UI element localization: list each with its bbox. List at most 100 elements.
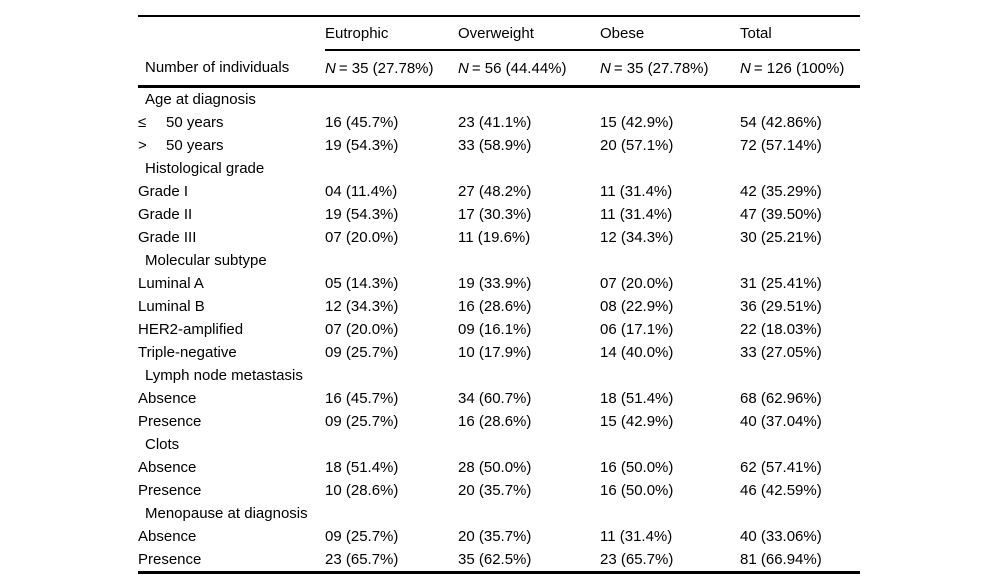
data-cell: 11 (31.4%): [600, 183, 673, 200]
data-cell: 72 (57.14%): [740, 137, 822, 154]
n-count-value: = 56 (44.44%): [471, 59, 567, 77]
data-cell: 47 (39.50%): [740, 206, 822, 223]
table-row: >50 years 19 (54.3%) 33 (58.9%) 20 (57.1%) 7…: [138, 134, 860, 157]
row-label-cell: HER2-amplified: [138, 318, 325, 341]
column-header-label: Overweight: [458, 24, 534, 42]
data-cell: 16 (50.0%): [600, 482, 674, 499]
data-cell: 10 (28.6%): [325, 482, 399, 499]
n-count-cell: N = 126 (100%): [740, 50, 860, 88]
column-header-overweight: Overweight: [458, 16, 600, 51]
row-label-cell: Absence: [138, 525, 325, 548]
data-cell: 40 (37.04%): [740, 413, 822, 430]
column-header-total: Total: [740, 16, 860, 51]
section-header-row-menopause-at-diagnosis: Menopause at diagnosis: [138, 502, 860, 525]
row-label: 50 years: [166, 137, 224, 154]
table-row: ≤50 years 16 (45.7%) 23 (41.1%) 15 (42.9%) 5…: [138, 111, 860, 134]
row-label: Grade I: [138, 183, 189, 200]
row-label-cell: ≤50 years: [138, 111, 325, 134]
data-cell: 09 (16.1%): [458, 321, 532, 338]
data-cell: 23 (65.7%): [325, 551, 399, 568]
n-count-value: = 35 (27.78%): [613, 59, 709, 77]
table-row: Absence 18 (51.4%) 28 (50.0%) 16 (50.0%) 62 …: [138, 456, 860, 479]
row-label-cell: Triple-negative: [138, 341, 325, 364]
row-label: Presence: [138, 482, 202, 499]
row-label-cell: Grade II: [138, 203, 325, 226]
data-cell: 27 (48.2%): [458, 183, 532, 200]
data-cell: 34 (60.7%): [458, 390, 532, 407]
row-label-cell: >50 years: [138, 134, 325, 157]
data-cell: 23 (65.7%): [600, 551, 674, 568]
section-header-row-molecular-subtype: Molecular subtype: [138, 249, 860, 272]
row-label: 50 years: [166, 114, 224, 131]
table-head: Eutrophic Overweight Obese Total Number of i…: [138, 16, 860, 88]
row-label: Grade II: [138, 206, 193, 223]
data-cell: 11 (31.4%): [600, 206, 673, 223]
comparison-symbol: >: [138, 137, 147, 154]
row-label: Presence: [138, 551, 202, 568]
data-cell: 36 (29.51%): [740, 298, 822, 315]
data-cell: 28 (50.0%): [458, 459, 532, 476]
n-count-cell: N = 56 (44.44%): [458, 50, 600, 88]
table-row: Luminal A 05 (14.3%) 19 (33.9%) 07 (20.0%) 3…: [138, 272, 860, 295]
column-header-label: Eutrophic: [325, 24, 389, 42]
comparison-symbol: ≤: [138, 114, 147, 131]
section-header-label: Lymph node metastasis: [145, 367, 303, 384]
data-cell: 19 (54.3%): [325, 206, 399, 223]
row-label: Absence: [138, 459, 197, 476]
column-header-row: Eutrophic Overweight Obese Total: [138, 16, 860, 51]
data-cell: 07 (20.0%): [325, 229, 399, 246]
data-cell: 20 (35.7%): [458, 528, 532, 545]
row-label: Luminal B: [138, 298, 205, 315]
data-cell: 16 (50.0%): [600, 459, 674, 476]
table-body: Age at diagnosis ≤50 years 16 (45.7%) 23 (4…: [138, 87, 860, 573]
row-label-cell: Presence: [138, 548, 325, 573]
data-cell: 19 (54.3%): [325, 137, 399, 154]
row-label-cell: Grade I: [138, 180, 325, 203]
data-cell: 10 (17.9%): [458, 344, 532, 361]
table-row: Grade I 04 (11.4%) 27 (48.2%) 11 (31.4%) 42 …: [138, 180, 860, 203]
row-label: Absence: [138, 528, 197, 545]
data-cell: 11 (19.6%): [458, 229, 531, 246]
data-cell: 09 (25.7%): [325, 528, 399, 545]
data-cell: 16 (28.6%): [458, 298, 532, 315]
row-label: Luminal A: [138, 275, 204, 292]
n-count-cell: N = 35 (27.78%): [600, 50, 740, 88]
row-label-cell: Grade III: [138, 226, 325, 249]
data-cell: 16 (45.7%): [325, 114, 399, 131]
row-label: Grade III: [138, 229, 197, 246]
data-cell: 07 (20.0%): [600, 275, 674, 292]
section-header-label: Histological grade: [145, 160, 265, 177]
row-label-cell: Luminal A: [138, 272, 325, 295]
data-cell: 33 (58.9%): [458, 137, 532, 154]
column-header-label: Obese: [600, 24, 645, 42]
section-header-label: Menopause at diagnosis: [145, 505, 308, 522]
table-row: HER2-amplified 07 (20.0%) 09 (16.1%) 06 (17…: [138, 318, 860, 341]
data-cell: 54 (42.86%): [740, 114, 822, 131]
row-label-cell: Absence: [138, 387, 325, 410]
data-cell: 40 (33.06%): [740, 528, 822, 545]
data-cell: 09 (25.7%): [325, 344, 399, 361]
data-cell: 16 (28.6%): [458, 413, 532, 430]
section-header-row-clots: Clots: [138, 433, 860, 456]
data-cell: 12 (34.3%): [600, 229, 674, 246]
table-row: Grade III 07 (20.0%) 11 (19.6%) 12 (34.3%) 3…: [138, 226, 860, 249]
data-cell: 04 (11.4%): [325, 183, 398, 200]
table-row: Presence 09 (25.7%) 16 (28.6%) 15 (42.9%) 40…: [138, 410, 860, 433]
row-label: Triple-negative: [138, 344, 237, 361]
n-italic-symbol: N: [740, 59, 751, 77]
data-cell: 23 (41.1%): [458, 114, 532, 131]
data-cell: 35 (62.5%): [458, 551, 532, 568]
data-cell: 31 (25.41%): [740, 275, 822, 292]
row-label-cell: Absence: [138, 456, 325, 479]
data-cell: 17 (30.3%): [458, 206, 532, 223]
table-row: Absence 16 (45.7%) 34 (60.7%) 18 (51.4%) 68 …: [138, 387, 860, 410]
column-header-eutrophic: Eutrophic: [325, 16, 458, 51]
row-label-cell: Presence: [138, 410, 325, 433]
data-cell: 15 (42.9%): [600, 413, 674, 430]
section-header-label: Clots: [145, 436, 180, 453]
characteristics-table: Eutrophic Overweight Obese Total Number of i…: [138, 15, 860, 574]
section-header-row-age-at-diagnosis: Age at diagnosis: [138, 87, 860, 112]
data-cell: 19 (33.9%): [458, 275, 532, 292]
data-cell: 33 (27.05%): [740, 344, 822, 361]
